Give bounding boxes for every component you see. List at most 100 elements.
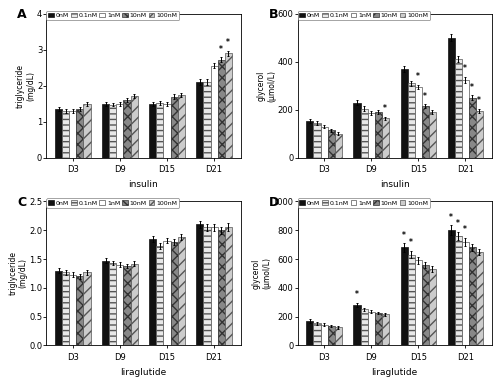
Legend: 0nM, 0.1nM, 1nM, 10nM, 100nM: 0nM, 0.1nM, 1nM, 10nM, 100nM [298,11,430,20]
Bar [130,264,138,345]
Bar [408,255,414,345]
Bar [428,112,436,158]
Bar [454,59,462,158]
Text: *: * [464,64,467,73]
Bar [314,323,320,345]
Y-axis label: triglyceride
(mg/dL): triglyceride (mg/dL) [8,251,28,295]
Bar [62,272,70,345]
Bar [178,95,184,158]
Text: *: * [409,238,413,248]
Bar [360,310,368,345]
Bar [224,54,232,158]
Bar [196,82,203,158]
Text: *: * [416,72,420,81]
X-axis label: liraglutide: liraglutide [120,368,166,377]
Bar [328,130,334,158]
Bar [428,269,436,345]
Text: B: B [268,8,278,21]
Bar [76,109,84,158]
Text: *: * [384,104,387,113]
Text: *: * [402,231,406,239]
Bar [55,271,62,345]
Bar [360,109,368,158]
Y-axis label: triglyceride
(mg/dL): triglyceride (mg/dL) [16,64,36,108]
Bar [110,263,116,345]
X-axis label: liraglutide: liraglutide [372,368,418,377]
Bar [468,98,476,158]
Bar [382,118,388,158]
Bar [164,241,170,345]
Bar [210,227,218,345]
Bar [314,123,320,158]
Bar [224,227,232,345]
Bar [124,100,130,158]
Bar [102,104,110,158]
Bar [62,111,70,158]
Text: *: * [464,225,467,234]
Bar [306,321,314,345]
Bar [196,224,203,345]
Bar [462,80,468,158]
Bar [204,227,210,345]
Bar [116,104,123,158]
Text: *: * [226,38,230,47]
Bar [354,305,360,345]
Bar [218,230,224,345]
Bar [320,127,328,158]
Bar [422,265,428,345]
Bar [374,313,382,345]
Bar [76,276,84,345]
Bar [70,111,76,158]
Text: *: * [470,83,474,92]
Bar [328,326,334,345]
Bar [210,66,218,158]
Legend: 0nM, 0.1nM, 1nM, 10nM, 100nM: 0nM, 0.1nM, 1nM, 10nM, 100nM [46,11,179,20]
Bar [476,252,483,345]
Bar [468,248,476,345]
Text: D: D [268,196,278,209]
Text: C: C [18,196,26,209]
Bar [448,38,454,158]
Bar [110,104,116,158]
Bar [124,266,130,345]
Text: *: * [478,97,482,105]
X-axis label: insulin: insulin [380,180,410,189]
Text: *: * [355,290,359,300]
Bar [414,260,422,345]
Bar [170,97,177,158]
Bar [368,311,374,345]
Text: *: * [449,213,453,221]
Bar [408,84,414,158]
Legend: 0nM, 0.1nM, 1nM, 10nM, 100nM: 0nM, 0.1nM, 1nM, 10nM, 100nM [298,199,430,208]
Bar [334,134,342,158]
Bar [130,96,138,158]
Bar [306,121,314,158]
Text: *: * [424,92,427,100]
X-axis label: insulin: insulin [128,180,158,189]
Bar [334,328,342,345]
Bar [150,104,156,158]
Bar [84,272,90,345]
Bar [164,104,170,158]
Bar [422,106,428,158]
Text: A: A [18,8,27,21]
Bar [368,114,374,158]
Y-axis label: glycerol
(μmol/L): glycerol (μmol/L) [252,258,271,290]
Y-axis label: glycerol
(μmol/L): glycerol (μmol/L) [256,70,276,102]
Bar [116,265,123,345]
Bar [476,111,483,158]
Bar [462,242,468,345]
Bar [204,82,210,158]
Bar [70,275,76,345]
Bar [156,246,164,345]
Bar [170,242,177,345]
Bar [156,103,164,158]
Bar [448,230,454,345]
Bar [374,112,382,158]
Bar [102,261,110,345]
Legend: 0nM, 0.1nM, 1nM, 10nM, 100nM: 0nM, 0.1nM, 1nM, 10nM, 100nM [46,199,179,208]
Bar [414,87,422,158]
Bar [150,239,156,345]
Text: *: * [456,219,460,228]
Text: *: * [219,45,223,54]
